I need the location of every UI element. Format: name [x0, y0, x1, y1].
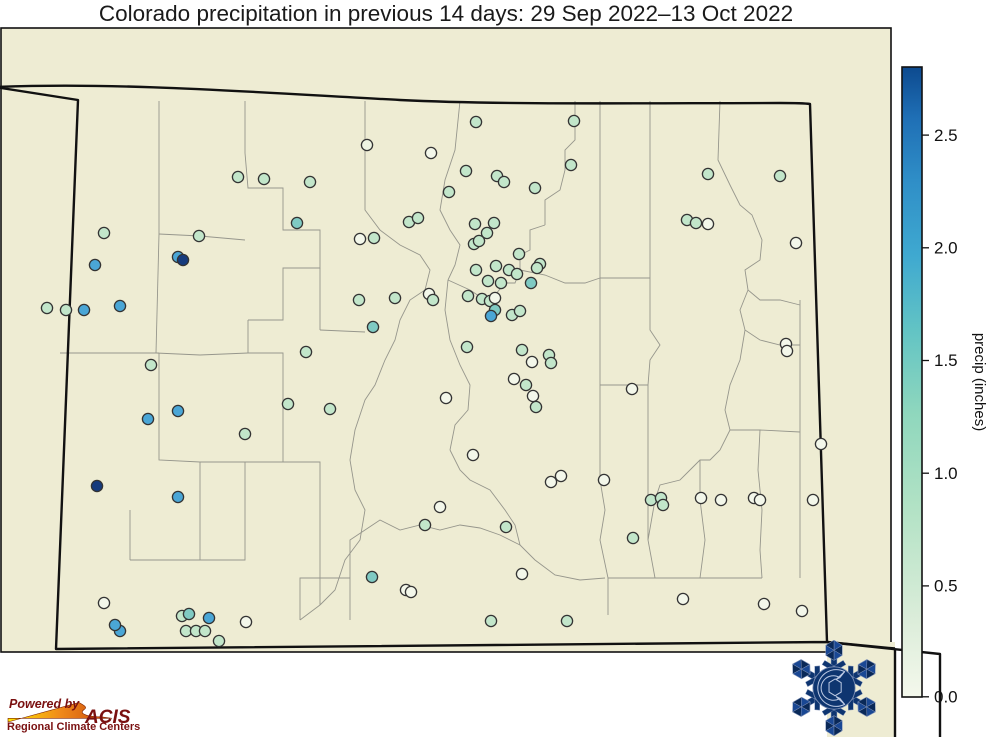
svg-text:Powered by: Powered by — [9, 697, 80, 711]
svg-text:1.0: 1.0 — [934, 464, 958, 483]
svg-text:0.0: 0.0 — [934, 688, 958, 707]
svg-text:Regional Climate Centers: Regional Climate Centers — [7, 721, 140, 733]
svg-text:0.5: 0.5 — [934, 577, 958, 596]
svg-text:2.0: 2.0 — [934, 239, 958, 258]
svg-text:1.5: 1.5 — [934, 351, 958, 370]
svg-text:2.5: 2.5 — [934, 126, 958, 145]
svg-text:precip (inches): precip (inches) — [971, 333, 986, 431]
